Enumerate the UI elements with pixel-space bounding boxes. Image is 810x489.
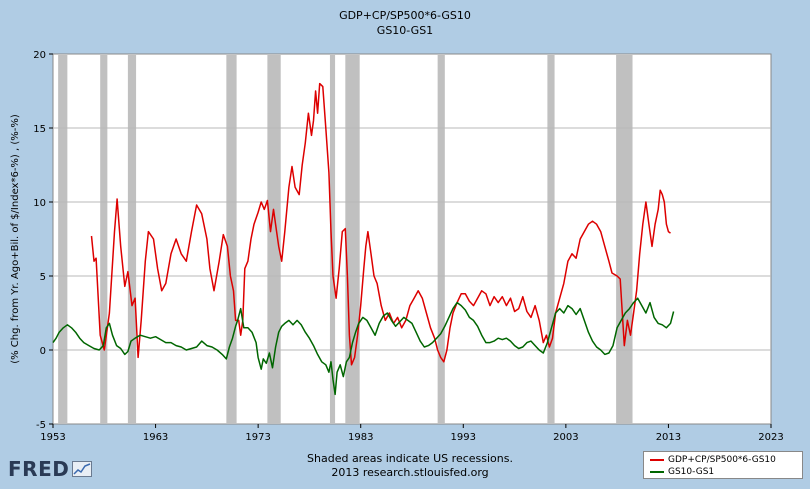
recession-note: Shaded areas indicate US recessions. — [307, 452, 513, 465]
fred-logo-text: FRED — [8, 457, 70, 481]
y-tick-label-3: 10 — [33, 198, 46, 209]
recession-band-7 — [437, 55, 445, 424]
axes: 1953 1963 1973 1983 1993 2003 2013 2023 -5 0 5 10 15… — [33, 50, 783, 443]
x-tick-label-0: 1953 — [40, 432, 65, 443]
recession-band-2 — [127, 55, 137, 424]
x-tick-label-6: 2013 — [656, 432, 681, 443]
recession-band-9 — [616, 55, 633, 424]
x-tick-label-4: 1993 — [451, 432, 476, 443]
legend: GDP+CP/SP500*6-GS10 GS10-GS1 — [643, 451, 803, 479]
chart-logo-icon — [72, 461, 93, 477]
chart-title-line1: GDP+CP/SP500*6-GS10 — [339, 9, 471, 22]
fred-logo[interactable]: FRED — [8, 457, 93, 481]
recession-band-3 — [226, 55, 237, 424]
gridlines — [53, 127, 771, 351]
legend-swatch-series1 — [650, 459, 664, 461]
y-tick-label-5: 20 — [33, 50, 46, 61]
legend-item-series1: GDP+CP/SP500*6-GS10 — [650, 455, 776, 465]
series-line-2 — [52, 297, 675, 396]
recession-band-8 — [547, 55, 555, 424]
source-note: 2013 research.stlouisfed.org — [331, 466, 489, 479]
recession-band-0 — [58, 55, 68, 424]
plot-area — [52, 53, 772, 425]
y-tick-label-4: 15 — [33, 124, 46, 135]
chart-title-line2: GS10-GS1 — [376, 24, 434, 37]
series-lines — [52, 82, 675, 396]
recession-band-5 — [329, 55, 336, 424]
legend-label-series1: GDP+CP/SP500*6-GS10 — [668, 455, 776, 465]
legend-swatch-series2 — [650, 471, 664, 473]
legend-item-series2: GS10-GS1 — [650, 467, 714, 477]
x-tick-label-7: 2023 — [758, 432, 783, 443]
recession-band-1 — [100, 55, 108, 424]
legend-label-series2: GS10-GS1 — [668, 467, 715, 477]
x-tick-label-5: 2003 — [553, 432, 578, 443]
x-tick-label-3: 1983 — [348, 432, 373, 443]
x-tick-label-2: 1973 — [245, 432, 270, 443]
recession-bands — [58, 55, 633, 424]
series-line-1 — [90, 82, 671, 366]
y-tick-label-0: -5 — [36, 420, 46, 431]
x-tick-label-1: 1963 — [143, 432, 168, 443]
y-tick-label-2: 5 — [40, 272, 46, 283]
y-tick-label-1: 0 — [40, 346, 46, 357]
recession-band-4 — [267, 55, 281, 424]
recession-band-6 — [345, 55, 360, 424]
y-axis-label: (% Chg. from Yr. Ago+Bil. of $/Index*6-%… — [10, 114, 21, 364]
